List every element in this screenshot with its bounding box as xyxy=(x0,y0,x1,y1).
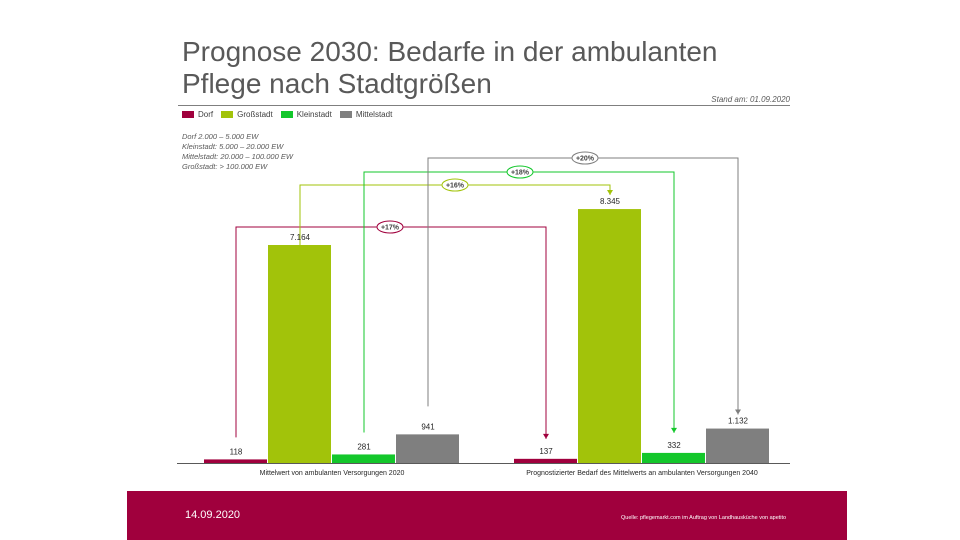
category-label: Prognostizierter Bedarf des Mittelwerts … xyxy=(526,470,758,477)
change-badge xyxy=(441,178,469,192)
definition-grossstadt: Großstadt: > 100.000 EW xyxy=(182,162,268,171)
arrowhead-icon xyxy=(607,190,613,196)
legend-label: Mittelstadt xyxy=(355,110,393,119)
data-label: 281 xyxy=(357,442,371,451)
data-label: 137 xyxy=(539,447,553,456)
legend-swatch xyxy=(339,111,352,118)
legend-item-dorf: Dorf xyxy=(182,110,213,119)
page-title: Prognose 2030: Bedarfe in der ambulanten… xyxy=(182,36,718,99)
data-label: 8.345 xyxy=(600,197,621,206)
bar-kleinstadt xyxy=(642,452,705,463)
bar-mittelstadt xyxy=(396,434,459,463)
legend-label: Dorf xyxy=(198,110,214,119)
definition-dorf: Dorf 2.000 – 5.000 EW xyxy=(182,132,259,141)
definition-mittelstadt: Mittelstadt: 20.000 – 100.000 EW xyxy=(182,152,293,161)
arrowhead-icon xyxy=(543,433,549,439)
legend-label: Kleinstadt xyxy=(296,110,332,119)
footer-source: Quelle: pflegemarkt.com im Auftrag von L… xyxy=(621,515,787,521)
data-label: 941 xyxy=(421,422,435,431)
bar-kleinstadt xyxy=(332,454,395,463)
data-label: 1.132 xyxy=(728,417,749,426)
data-label: 118 xyxy=(230,447,243,456)
change-badge xyxy=(376,220,404,234)
legend-swatch xyxy=(182,111,194,118)
category-label: Mittelwert von ambulanten Versorgungen 2… xyxy=(260,470,405,477)
bar-dorf xyxy=(514,458,577,463)
change-label-kleinstadt: +18% xyxy=(511,170,530,177)
change-badge xyxy=(571,151,599,165)
bar-großstadt xyxy=(578,209,641,463)
data-label: 7.164 xyxy=(290,233,311,242)
legend-item-großstadt: Großstadt xyxy=(221,110,273,119)
bar-großstadt xyxy=(268,245,331,463)
change-label-dorf: +17% xyxy=(381,225,400,232)
change-badge xyxy=(506,165,534,179)
legend-swatch xyxy=(280,111,293,118)
footer-bar: 14.09.2020 Quelle: pflegemarkt.com im Au… xyxy=(127,491,847,540)
legend-swatch xyxy=(221,111,234,118)
bar-mittelstadt xyxy=(706,428,769,463)
legend: Dorf Großstadt Kleinstadt Mittelstadt xyxy=(182,110,392,119)
change-label-mittelstadt: +20% xyxy=(576,156,595,163)
definition-kleinstadt: Kleinstadt: 5.000 – 20.000 EW xyxy=(182,142,284,151)
stand-date: Stand am: 01.09.2020 xyxy=(711,95,790,104)
arrowhead-icon xyxy=(671,427,677,433)
arrow-großstadt xyxy=(299,184,611,245)
arrowhead-icon xyxy=(735,409,741,415)
data-label: 332 xyxy=(667,441,681,450)
legend-label: Großstadt xyxy=(237,110,273,119)
definitions: Dorf 2.000 – 5.000 EW Kleinstadt: 5.000 … xyxy=(182,132,293,172)
footer-date: 14.09.2020 xyxy=(185,509,241,521)
bar-dorf xyxy=(204,459,267,463)
legend-item-mittelstadt: Mittelstadt xyxy=(339,110,393,119)
legend-item-kleinstadt: Kleinstadt xyxy=(280,110,332,119)
title-divider xyxy=(178,105,790,106)
change-label-großstadt: +16% xyxy=(446,183,465,190)
